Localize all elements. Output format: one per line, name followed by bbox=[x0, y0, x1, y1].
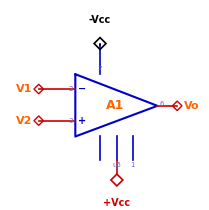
Text: u5: u5 bbox=[112, 162, 121, 168]
Text: 2: 2 bbox=[69, 86, 73, 92]
Text: +Vcc: +Vcc bbox=[103, 198, 130, 208]
Text: +: + bbox=[78, 116, 86, 126]
Text: Vo: Vo bbox=[184, 101, 200, 111]
Text: 3: 3 bbox=[69, 118, 73, 124]
Text: V1: V1 bbox=[16, 84, 32, 94]
Text: -Vcc: -Vcc bbox=[89, 15, 111, 25]
Text: 1: 1 bbox=[130, 162, 135, 168]
Text: A1: A1 bbox=[106, 99, 124, 112]
Text: 6: 6 bbox=[159, 101, 164, 107]
Text: V2: V2 bbox=[16, 116, 32, 126]
Text: 7: 7 bbox=[98, 66, 102, 72]
Text: −: − bbox=[78, 84, 86, 94]
